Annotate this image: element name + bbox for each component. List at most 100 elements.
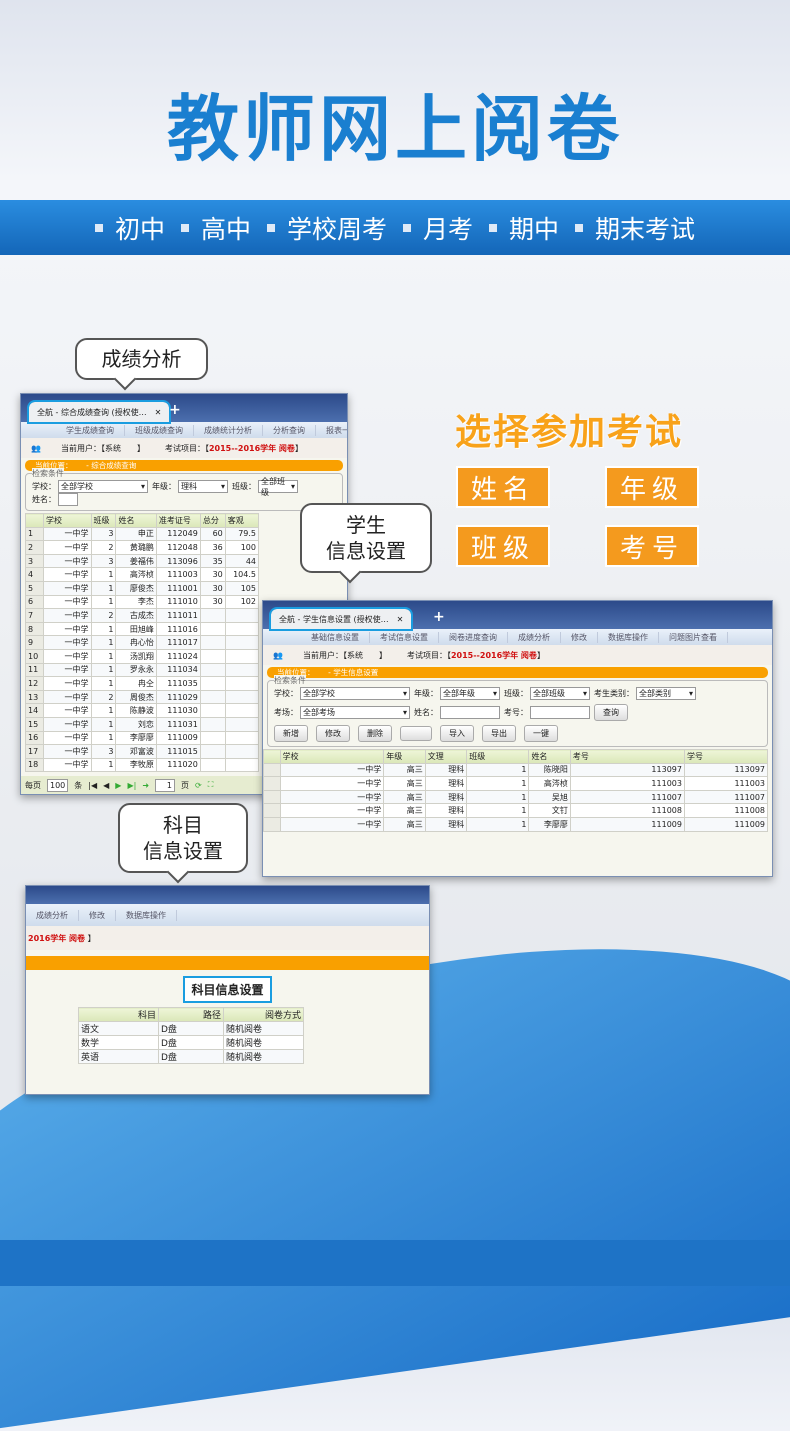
menu-item[interactable]: 数据库操作	[116, 909, 177, 921]
action-button[interactable]: 导入	[440, 725, 474, 742]
action-button[interactable]: 删除	[358, 725, 392, 742]
menu-item[interactable]: 学生成绩查询	[56, 424, 125, 436]
first-page-icon[interactable]: |◀	[88, 780, 98, 790]
column-header[interactable]: 学校	[43, 513, 92, 528]
tab-score-query[interactable]: 全航 - 综合成绩查询 (授权使… ✕	[26, 400, 172, 424]
menu-item[interactable]: 分析查询	[263, 424, 316, 436]
add-tab-icon[interactable]: +	[433, 609, 445, 625]
menu-item[interactable]: 阅卷进度查询	[439, 631, 508, 643]
action-button[interactable]: 导出	[482, 725, 516, 742]
chevron-down-icon: ▾	[492, 689, 497, 698]
action-button[interactable]: 一键	[524, 725, 558, 742]
column-header[interactable]: 总分	[199, 513, 226, 528]
column-header[interactable]: 路径	[158, 1007, 224, 1022]
column-header[interactable]: 阅卷方式	[223, 1007, 304, 1022]
table-cell: 18	[24, 757, 45, 773]
filter-select[interactable]: 全部学校 ▾	[300, 687, 410, 700]
table-row[interactable]: 9 一中学 1 冉心怡 111017	[24, 635, 260, 650]
add-tab-icon[interactable]: +	[169, 402, 181, 418]
table-row[interactable]: 2 一中学 2 黄璐鹏 112048 36 100	[24, 540, 260, 555]
table-row[interactable]: 18 一中学 1 李牧原 111020	[24, 757, 260, 773]
table-cell: 吴旭	[528, 789, 571, 805]
column-header[interactable]: 客观	[224, 513, 260, 528]
menu-item[interactable]: 班级成绩查询	[125, 424, 194, 436]
filter-select[interactable]: 理科 ▾	[178, 480, 228, 493]
next-page-icon[interactable]: ▶	[115, 780, 122, 790]
table-row[interactable]: 一中学 高三 理科 1 李廖廖 111009 111009	[263, 816, 769, 832]
column-header[interactable]: 考号	[569, 749, 685, 764]
menu-item[interactable]: 基础信息设置	[301, 631, 370, 643]
menu-item[interactable]: 考试信息设置	[370, 631, 439, 643]
menu-item[interactable]: 问题图片查看	[659, 631, 728, 643]
filter-select[interactable]: 全部班级 ▾	[258, 477, 298, 497]
table-row[interactable]: 数学 D盘 随机阅卷	[78, 1035, 304, 1050]
menu-item[interactable]: 成绩统计分析	[194, 424, 263, 436]
refresh-icon[interactable]: ⟳	[195, 780, 202, 790]
last-page-icon[interactable]: ▶|	[127, 780, 137, 790]
table-row[interactable]: 11 一中学 1 罗永永 111034	[24, 662, 260, 678]
action-button[interactable]: 新增	[274, 725, 308, 742]
filter-select[interactable]: 全部班级 ▾	[530, 687, 590, 700]
column-header[interactable]: 姓名	[528, 749, 571, 764]
table-row[interactable]: 1 一中学 3 申正 112049 60 79.5	[24, 526, 260, 542]
table-cell: 2	[90, 689, 117, 705]
table-row[interactable]: 5 一中学 1 廖俊杰 111001 30 105	[24, 580, 260, 596]
table-row[interactable]: 语文 D盘 随机阅卷	[78, 1021, 304, 1036]
table-row[interactable]: 17 一中学 3 邓富波 111015	[24, 744, 260, 759]
table-row[interactable]: 一中学 高三 理科 1 文钉 111008 111008	[263, 803, 769, 818]
table-row[interactable]: 3 一中学 3 姜福伟 113096 35 44	[24, 553, 260, 569]
page-size-select[interactable]: 100	[47, 778, 69, 792]
menu-item[interactable]: 成绩分析	[508, 631, 561, 643]
filter-select[interactable]	[58, 493, 78, 506]
table-row[interactable]: 14 一中学 1 陈静波 111030	[24, 703, 260, 718]
filter-select[interactable]: 全部年级 ▾	[440, 687, 500, 700]
close-icon[interactable]: ✕	[154, 407, 162, 417]
go-icon[interactable]: ➜	[142, 780, 150, 790]
table-row[interactable]: 6 一中学 1 李杰 111010 30 102	[24, 594, 260, 610]
filter-select[interactable]: 全部类别 ▾	[636, 687, 696, 700]
exam-name: 2016学年 阅卷	[28, 933, 86, 943]
menu-item[interactable]: 修改	[561, 631, 598, 643]
table-cell: 111008	[569, 803, 685, 818]
table-row[interactable]: 12 一中学 1 冉仝 111035	[24, 676, 260, 691]
table-row[interactable]: 7 一中学 2 古成杰 111011	[24, 608, 260, 623]
table-row[interactable]: 一中学 高三 理科 1 吴旭 111007 111007	[263, 789, 769, 805]
table-row[interactable]: 4 一中学 1 高涔桢 111003 30 104.5	[24, 567, 260, 582]
table-row[interactable]: 一中学 高三 理科 1 陈晓阳 113097 113097	[263, 762, 769, 778]
table-row[interactable]: 15 一中学 1 刘恋 111031	[24, 716, 260, 732]
table-row[interactable]: 8 一中学 1 田旭峰 111016	[24, 621, 260, 637]
column-header[interactable]: 班级	[90, 513, 117, 528]
menu-item[interactable]: 修改	[79, 909, 116, 921]
column-header[interactable]: 学号	[683, 749, 769, 764]
table-row[interactable]: 13 一中学 2 周俊杰 111029	[24, 689, 260, 705]
menu-item[interactable]: 报表一览	[316, 425, 347, 436]
table-row[interactable]: 16 一中学 1 李廖廖 111009	[24, 730, 260, 746]
prev-page-icon[interactable]: ◀	[103, 780, 110, 790]
column-header[interactable]: 文理	[424, 749, 468, 764]
tab-student-info[interactable]: 全航 - 学生信息设置 (授权使… ✕	[268, 607, 414, 631]
table-cell: 113097	[683, 762, 769, 778]
menu-item[interactable]: 成绩分析	[26, 909, 79, 921]
column-header[interactable]: 科目	[78, 1007, 159, 1022]
column-header[interactable]: 班级	[466, 749, 530, 764]
table-row[interactable]: 英语 D盘 随机阅卷	[78, 1049, 304, 1064]
column-header[interactable]: 年级	[383, 749, 426, 764]
menu-item[interactable]: 数据库操作	[598, 631, 659, 643]
table-cell: 111017	[155, 635, 201, 650]
close-icon[interactable]: ✕	[396, 614, 404, 624]
action-button[interactable]	[400, 726, 432, 741]
column-header[interactable]: 学校	[279, 749, 385, 764]
table-cell	[224, 689, 260, 705]
page-input[interactable]: 1	[155, 778, 176, 792]
table-row[interactable]: 10 一中学 1 汤凯翔 111024	[24, 648, 260, 664]
filter-select[interactable]	[440, 706, 500, 719]
table-row[interactable]: 一中学 高三 理科 1 高涔桢 111003 111003	[263, 776, 769, 791]
filter-select[interactable]: 全部考场 ▾	[300, 706, 410, 719]
column-header[interactable]: 准考证号	[155, 513, 201, 528]
action-button[interactable]: 修改	[316, 725, 350, 742]
filter-select[interactable]	[530, 706, 590, 719]
filter-select[interactable]: 全部学校 ▾	[58, 480, 148, 493]
fullscreen-icon[interactable]: ⛶	[207, 780, 214, 789]
column-header[interactable]: 姓名	[115, 513, 157, 528]
query-button[interactable]: 查询	[594, 704, 628, 721]
